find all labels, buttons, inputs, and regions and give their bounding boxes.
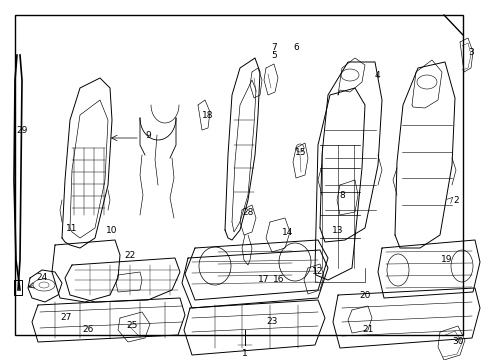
Text: 22: 22 bbox=[124, 251, 135, 260]
Polygon shape bbox=[377, 240, 479, 298]
Text: 2: 2 bbox=[452, 195, 458, 204]
Polygon shape bbox=[182, 250, 327, 308]
Text: 15: 15 bbox=[295, 148, 306, 157]
Text: 13: 13 bbox=[331, 225, 343, 234]
Text: 18: 18 bbox=[202, 111, 213, 120]
Text: 21: 21 bbox=[362, 325, 373, 334]
Polygon shape bbox=[394, 62, 454, 248]
Polygon shape bbox=[224, 58, 260, 240]
Text: 28: 28 bbox=[242, 207, 253, 216]
Text: 27: 27 bbox=[60, 314, 72, 323]
Text: 5: 5 bbox=[270, 50, 276, 59]
Text: 24: 24 bbox=[36, 274, 47, 283]
Text: 6: 6 bbox=[292, 42, 298, 51]
Text: 8: 8 bbox=[339, 190, 344, 199]
Text: 1: 1 bbox=[242, 350, 247, 359]
Polygon shape bbox=[52, 240, 120, 302]
Polygon shape bbox=[183, 300, 325, 355]
Text: 12: 12 bbox=[312, 267, 323, 276]
Polygon shape bbox=[32, 298, 184, 342]
Polygon shape bbox=[65, 258, 180, 302]
Text: 16: 16 bbox=[273, 275, 284, 284]
Text: 10: 10 bbox=[106, 225, 118, 234]
Text: 7: 7 bbox=[270, 42, 276, 51]
Text: 19: 19 bbox=[440, 256, 452, 265]
Polygon shape bbox=[314, 88, 364, 280]
Polygon shape bbox=[332, 288, 479, 348]
Text: 25: 25 bbox=[126, 321, 138, 330]
Text: 20: 20 bbox=[359, 291, 370, 300]
Text: 17: 17 bbox=[258, 275, 269, 284]
Text: 29: 29 bbox=[16, 126, 28, 135]
Polygon shape bbox=[319, 62, 381, 242]
Bar bbox=[15, 15, 462, 335]
Text: 4: 4 bbox=[373, 71, 379, 80]
Polygon shape bbox=[62, 78, 112, 248]
Text: 14: 14 bbox=[282, 228, 293, 237]
Text: 11: 11 bbox=[66, 224, 78, 233]
Text: 23: 23 bbox=[266, 318, 277, 327]
Polygon shape bbox=[28, 270, 62, 302]
Text: 30: 30 bbox=[451, 338, 463, 346]
Polygon shape bbox=[184, 240, 327, 300]
Text: 3: 3 bbox=[467, 48, 473, 57]
Text: 26: 26 bbox=[82, 325, 94, 334]
Text: 9: 9 bbox=[145, 131, 151, 140]
